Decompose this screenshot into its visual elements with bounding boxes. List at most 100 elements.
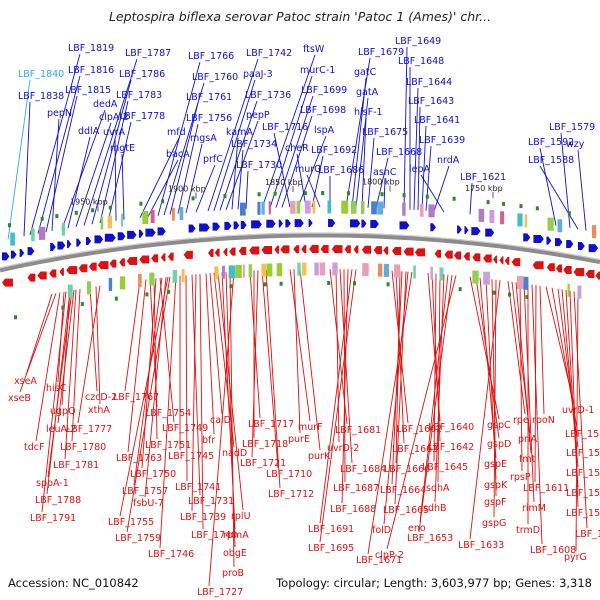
gene-label-xseb[interactable]: xseB [8,393,31,404]
gene-label-lbf_1594[interactable]: LBF_1594 [575,529,600,540]
gene-label-lbf_1712[interactable]: LBF_1712 [268,489,314,500]
gene-label-lbf_1644[interactable]: LBF_1644 [406,77,452,88]
gene-label-lbf_1590[interactable]: LBF_1590 [566,468,600,479]
gene-label-caid[interactable]: caiD [210,415,231,426]
gene-label-lbf_1742[interactable]: LBF_1742 [246,48,292,59]
gene-label-lbf_1588[interactable]: LBF_1588 [528,155,574,166]
gene-label-asnc[interactable]: asnC [373,167,397,178]
gene-label-lbf_1781[interactable]: LBF_1781 [53,460,99,471]
gene-label-lbf_1750[interactable]: LBF_1750 [130,469,176,480]
gene-label-lbf_1819[interactable]: LBF_1819 [68,43,114,54]
gene-label-lbf_1741[interactable]: LBF_1741 [175,482,221,493]
gene-label-lbf_1749[interactable]: LBF_1749 [162,423,208,434]
gene-label-lbf_1633[interactable]: LBF_1633 [458,540,504,551]
gene-label-lbf_1641[interactable]: LBF_1641 [414,115,460,126]
gene-label-lbf_1593[interactable]: LBF_1593 [566,508,600,519]
gene-label-lbf_1621[interactable]: LBF_1621 [460,172,506,183]
gene-label-lbf_1663[interactable]: LBF_1663 [392,444,438,455]
gene-label-lbf_1745[interactable]: LBF_1745 [168,451,214,462]
gene-label-lbf_1653[interactable]: LBF_1653 [407,533,453,544]
gene-label-rpon[interactable]: rpoN [532,415,555,426]
gene-label-lbf_1579[interactable]: LBF_1579 [549,122,595,133]
gene-label-lbf_1756[interactable]: LBF_1756 [186,113,232,124]
gene-label-lbf_1687[interactable]: LBF_1687 [333,483,379,494]
gene-label-kama[interactable]: kamA [226,127,253,138]
gene-label-gspg[interactable]: gspG [482,518,506,529]
gene-label-lbf_1739[interactable]: LBF_1739 [180,512,226,523]
gene-label-rpsp[interactable]: rpsP [510,472,531,483]
gene-label-lepa[interactable]: lepA [409,164,431,175]
gene-label-prob[interactable]: proB [222,568,244,579]
gene-label-lbf_1649[interactable]: LBF_1649 [395,36,441,47]
gene-label-baca[interactable]: bacA [166,149,190,160]
gene-label-lbf_1754[interactable]: LBF_1754 [145,408,191,419]
gene-label-lbf_1757[interactable]: LBF_1757 [122,486,168,497]
gene-label-lbf_1684[interactable]: LBF_1684 [340,464,386,475]
gene-label-ftsw[interactable]: ftsW [303,44,325,55]
gene-label-lbf_1778[interactable]: LBF_1778 [119,111,165,122]
gene-label-lbf_1611[interactable]: LBF_1611 [523,483,569,494]
gene-label-lbf_1608[interactable]: LBF_1608 [530,545,576,556]
gene-label-lbf_1787[interactable]: LBF_1787 [125,48,171,59]
gene-label-lbf_1783[interactable]: LBF_1783 [116,90,162,101]
gene-label-lbf_1589[interactable]: LBF_1589 [566,448,600,459]
gene-label-xtha[interactable]: xthA [88,405,110,416]
gene-label-lbf_1717[interactable]: LBF_1717 [248,419,294,430]
gene-label-czcd-2[interactable]: czcD-2 [85,392,117,403]
gene-label-xsea[interactable]: xseA [14,376,37,387]
gene-label-clpp-2[interactable]: clpP-2 [375,550,404,561]
gene-label-pepp[interactable]: pepP [246,110,270,121]
gene-label-lbf_1751[interactable]: LBF_1751 [145,440,191,451]
gene-label-lbf_1780[interactable]: LBF_1780 [60,442,106,453]
gene-label-lbf_1759[interactable]: LBF_1759 [115,533,161,544]
gene-label-gatc[interactable]: gatC [354,67,377,78]
gene-label-lbf_1648[interactable]: LBF_1648 [398,56,444,67]
gene-label-mgte[interactable]: mgtE [110,143,135,154]
gene-label-lbf_1730[interactable]: LBF_1730 [236,160,282,171]
gene-label-lbf_1755[interactable]: LBF_1755 [108,517,154,528]
gene-label-lbf_1664[interactable]: LBF_1664 [380,485,426,496]
gene-label-murf[interactable]: murF [298,422,323,433]
gene-label-lbf_1760[interactable]: LBF_1760 [192,72,238,83]
gene-label-lbf_1592[interactable]: LBF_1592 [528,137,574,148]
gene-label-mfd[interactable]: mfd [167,127,186,138]
gene-label-lbf_1698[interactable]: LBF_1698 [300,105,346,116]
gene-label-gspk[interactable]: gspK [484,480,508,491]
gene-label-fold[interactable]: folD [372,525,391,536]
gene-label-uvra[interactable]: uvrA [103,127,126,138]
gene-label-lbf_1691[interactable]: LBF_1691 [308,524,354,535]
gene-label-lbf_1767[interactable]: LBF_1767 [113,392,159,403]
gene-label-wzy[interactable]: wzy [566,139,585,150]
gene-label-hisf-1[interactable]: hisF-1 [354,107,383,118]
gene-label-pepn[interactable]: pepN [47,108,72,119]
gene-label-lbf_1642[interactable]: LBF_1642 [428,442,474,453]
gene-label-hisc[interactable]: hisC [46,383,67,394]
gene-label-pria[interactable]: priA [518,434,538,445]
gene-label-lbf_1686[interactable]: LBF_1686 [318,165,364,176]
gene-label-lbf_1838[interactable]: LBF_1838 [18,91,64,102]
gene-label-lbf_1731[interactable]: LBF_1731 [188,496,234,507]
gene-label-nrda[interactable]: nrdA [437,155,460,166]
gene-labels[interactable]: LBF_1840 LBF_1838 LBF_1819 LBF_1816 LBF_1815… [8,36,600,598]
gene-label-rimm[interactable]: rimM [522,503,546,514]
gene-label-lbf_1699[interactable]: LBF_1699 [301,85,347,96]
gene-label-lbf_1675[interactable]: LBF_1675 [362,127,408,138]
gene-label-lbf_1640[interactable]: LBF_1640 [428,422,474,433]
gene-label-rpe[interactable]: rpe [513,415,529,426]
gene-label-rplu[interactable]: rplU [231,511,251,522]
gene-label-ugpq[interactable]: ugpQ [50,406,76,417]
gene-label-lbf_1816[interactable]: LBF_1816 [68,65,114,76]
gene-label-fsbu-7[interactable]: fsbU-7 [133,498,164,509]
gene-label-lspa[interactable]: lspA [314,125,335,136]
gene-label-lbf_1840[interactable]: LBF_1840 [18,69,64,80]
gene-label-lbf_1727[interactable]: LBF_1727 [197,587,243,598]
gene-label-lbf_1668[interactable]: LBF_1668 [376,147,422,158]
gene-label-nadd[interactable]: nadD [222,448,247,459]
gene-label-gspc[interactable]: gspC [487,420,511,431]
gene-label-sdhb[interactable]: sdhB [423,503,447,514]
gene-label-clpa-2[interactable]: clpA-2 [99,112,129,123]
gene-label-lbf_1716[interactable]: LBF_1716 [262,122,308,133]
gene-label-lbf_1666[interactable]: LBF_1666 [384,464,430,475]
gene-label-lbf_1736[interactable]: LBF_1736 [245,90,291,101]
gene-label-lbf_1761[interactable]: LBF_1761 [186,92,232,103]
